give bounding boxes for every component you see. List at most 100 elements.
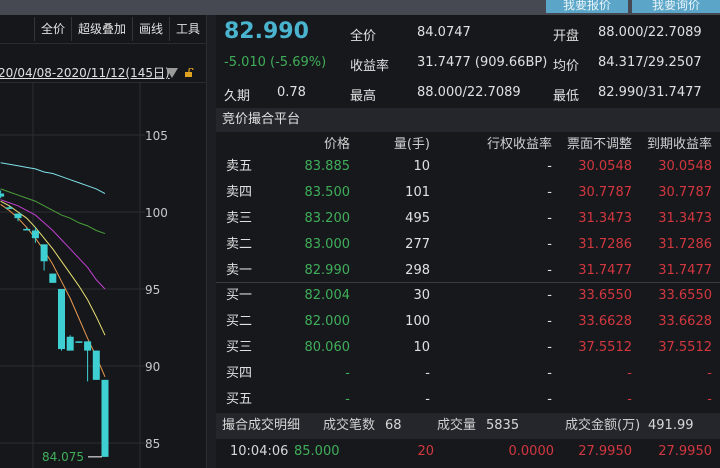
level: 卖一	[226, 263, 253, 278]
exercise-yield: -	[547, 366, 552, 381]
candle-body	[66, 336, 74, 351]
ask-row[interactable]: 卖三 83.200 495 - 31.3473 31.3473	[216, 206, 720, 232]
trade-count: 68	[385, 418, 402, 433]
exercise-yield: -	[547, 392, 552, 407]
quote-summary: 82.990 -5.010 (-5.69%) 久期 0.78 全价 84.074…	[216, 15, 720, 107]
bid-row[interactable]: 买四 - - - - -	[216, 361, 720, 387]
low-label: 最低	[553, 89, 580, 104]
price: 83.000	[304, 237, 351, 252]
order-book-header: 价格 量(手) 行权收益率 票面不调整 到期收益率	[216, 132, 720, 158]
candle-body	[14, 213, 22, 219]
maturity-yield: 31.3473	[658, 211, 712, 226]
duration-value: 0.78	[277, 85, 306, 100]
trade-row[interactable]: 10:04:06 85.000 20 0.0000 27.9950 27.995…	[216, 439, 720, 465]
tool-tools[interactable]: 工具	[168, 17, 206, 41]
candle-body	[75, 341, 83, 343]
price: 83.500	[304, 185, 351, 200]
maturity-yield: 33.6550	[658, 288, 712, 303]
level: 卖五	[226, 159, 253, 174]
unlock-icon[interactable]	[185, 68, 194, 77]
coupon-yield: 30.0548	[578, 159, 632, 174]
moving-average-line	[0, 199, 106, 290]
level: 买一	[226, 288, 253, 303]
bid-row[interactable]: 买三 80.060 10 - 37.5512 37.5512	[216, 335, 720, 361]
quantity: 277	[405, 237, 430, 252]
level: 卖四	[226, 185, 253, 200]
bid-row[interactable]: 买一 82.004 30 - 33.6550 33.6550	[216, 283, 720, 309]
header-quantity: 量(手)	[393, 137, 430, 152]
level: 卖二	[226, 237, 253, 252]
level: 买五	[226, 392, 253, 407]
y-tick-label: 90	[145, 360, 160, 374]
exercise-yield: -	[547, 159, 552, 174]
moving-average-line	[0, 188, 106, 235]
dropdown-triangle-icon[interactable]	[166, 68, 178, 78]
tool-draw-line[interactable]: 画线	[131, 17, 169, 41]
maturity-yield: 31.7477	[658, 263, 712, 278]
trade-volume-label: 成交量	[437, 418, 477, 433]
exercise-yield: -	[547, 211, 552, 226]
moving-average-line	[0, 200, 106, 336]
coupon-yield: -	[627, 392, 632, 407]
maturity-yield: 37.5512	[658, 340, 712, 355]
date-range-bar: 20/04/08-2020/11/12(145日)	[0, 63, 206, 83]
candle-body	[84, 341, 92, 351]
maturity-yield: -	[707, 392, 712, 407]
bid-row[interactable]: 买五 - - - - -	[216, 387, 720, 413]
coupon-yield: 33.6628	[578, 314, 632, 329]
chart-toolbar: 全价 超级叠加 画线 工具	[0, 17, 206, 41]
trade-exercise-yield: 0.0000	[508, 444, 555, 459]
tool-super-overlay[interactable]: 超级叠加	[70, 17, 132, 41]
y-tick-label: 105	[145, 129, 168, 143]
candle-body	[40, 244, 48, 262]
y-tick-label: 95	[145, 283, 160, 297]
tool-full-price[interactable]: 全价	[33, 17, 71, 41]
candlestick-chart[interactable]: 105 100 95 90 85 84.075	[0, 83, 206, 468]
top-bar: 我要报价 我要询价	[0, 0, 720, 15]
y-tick-label: 100	[145, 206, 168, 220]
quantity: 101	[405, 185, 430, 200]
candle-body	[23, 228, 31, 231]
bid-row[interactable]: 买二 82.000 100 - 33.6628 33.6628	[216, 309, 720, 335]
trade-qty: 20	[417, 444, 434, 459]
trades-title: 撮合成交明细	[222, 418, 301, 433]
level: 买四	[226, 366, 253, 381]
maturity-yield: 33.6628	[658, 314, 712, 329]
ask-row[interactable]: 卖五 83.885 10 - 30.0548 30.0548	[216, 154, 720, 180]
full-price-value: 84.0747	[417, 25, 471, 40]
exercise-yield: -	[547, 185, 552, 200]
candle-body	[101, 379, 109, 457]
candle-body	[0, 193, 5, 197]
trade-amount: 491.99	[648, 418, 694, 433]
last-price: 82.990	[224, 19, 309, 44]
ask-row[interactable]: 卖二 83.000 277 - 31.7286 31.7286	[216, 232, 720, 258]
quantity: 298	[405, 263, 430, 278]
price: 82.000	[304, 314, 351, 329]
header-maturity-yield: 到期收益率	[646, 137, 712, 152]
high-value: 88.000/22.7089	[417, 85, 521, 100]
ask-row[interactable]: 卖一 82.990 298 - 31.7477 31.7477	[216, 258, 720, 284]
quantity: 10	[413, 159, 430, 174]
quantity: 495	[405, 211, 430, 226]
quantity: 100	[405, 314, 430, 329]
yield-value: 31.7477 (909.66BP)	[417, 55, 548, 70]
level: 卖三	[226, 211, 253, 226]
maturity-yield: -	[707, 366, 712, 381]
maturity-yield: 31.7286	[658, 237, 712, 252]
quote-button[interactable]: 我要报价	[546, 0, 628, 13]
moving-average-line	[0, 162, 106, 194]
ask-row[interactable]: 卖四 83.500 101 - 30.7787 30.7787	[216, 180, 720, 206]
y-tick-label: 85	[145, 437, 160, 451]
coupon-yield: 31.7477	[578, 263, 632, 278]
price: 80.060	[304, 340, 351, 355]
panel-splitter[interactable]	[206, 15, 216, 468]
duration-label: 久期	[224, 89, 251, 104]
price: 82.990	[304, 263, 351, 278]
coupon-yield: 33.6550	[578, 288, 632, 303]
candle-body	[49, 273, 57, 283]
inquiry-button[interactable]: 我要询价	[632, 0, 720, 13]
date-range[interactable]: 20/04/08-2020/11/12(145日)	[0, 66, 170, 80]
coupon-yield: 31.7286	[578, 237, 632, 252]
candle-body	[5, 207, 13, 209]
candle-body	[92, 350, 100, 380]
